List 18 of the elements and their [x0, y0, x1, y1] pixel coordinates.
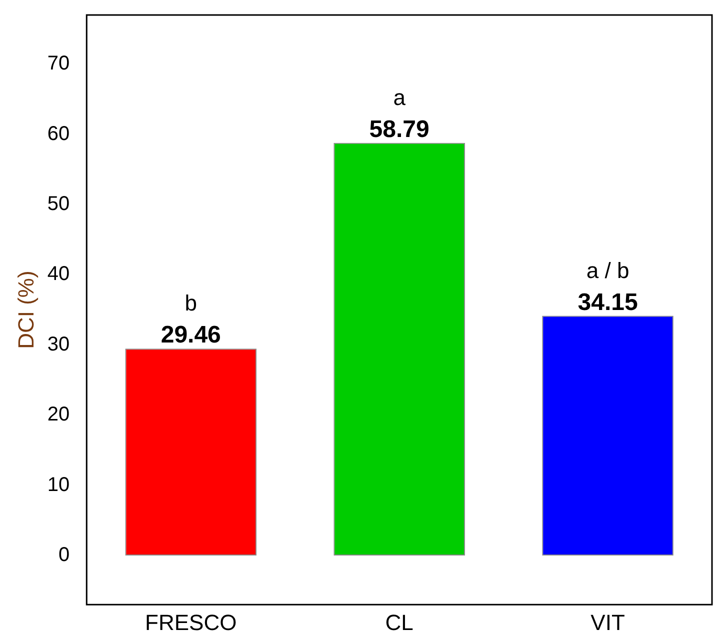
data-label: 29.46	[160, 322, 221, 349]
y-tick-label: 0	[58, 544, 70, 566]
data-label: 58.79	[369, 116, 430, 143]
x-tick-label: CL	[385, 610, 414, 635]
annotation: a / b	[586, 258, 630, 283]
x-tick-label: FRESCO	[145, 610, 237, 635]
y-tick-label: 70	[47, 52, 70, 75]
y-tick-label: 10	[47, 474, 70, 496]
y-tick-label: 50	[47, 193, 70, 216]
y-tick-label: 30	[47, 333, 70, 356]
y-tick-label: 40	[47, 263, 70, 286]
annotation: b	[184, 290, 197, 316]
y-tick-label: 20	[47, 404, 70, 426]
x-tick-label: VIT	[590, 610, 625, 635]
annotation: a	[393, 84, 406, 110]
data-label: 34.15	[578, 288, 638, 316]
y-axis-title: DCI (%)	[13, 270, 38, 349]
y-tick-label: 60	[47, 122, 70, 145]
